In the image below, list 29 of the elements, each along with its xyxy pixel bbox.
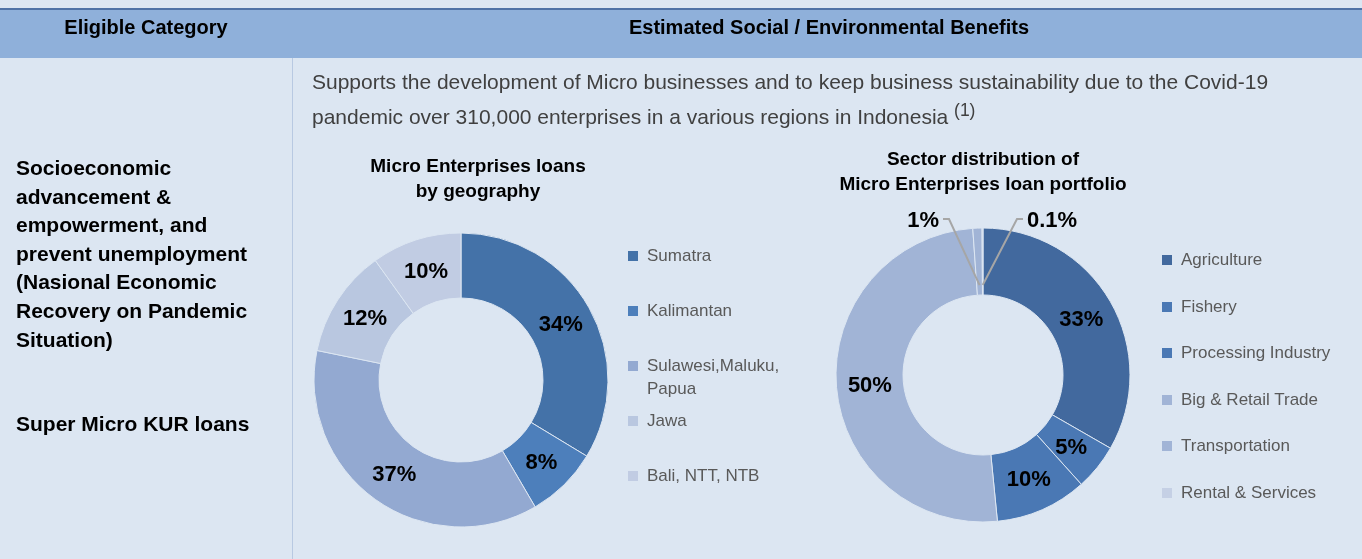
data-label: 1% (907, 206, 939, 232)
text: Eligible Category (63, 16, 229, 39)
data-label: 37% (372, 460, 417, 486)
legend-label: Big & Retail Trade (1181, 388, 1319, 411)
legend-label: Jawa (647, 410, 687, 432)
data-label: 12% (342, 305, 387, 331)
legend-label: Bali, NTT, NTB (647, 465, 760, 487)
data-label: 8% (525, 449, 558, 475)
legend-label: Rental & Services (1181, 481, 1317, 504)
legend-label: Kalimantan (647, 300, 733, 322)
data-label: 34% (538, 311, 583, 337)
legend-label: Agriculture (1181, 249, 1263, 271)
data-label: 10% (1006, 466, 1051, 492)
data-label: 5% (1055, 433, 1088, 459)
legend-label: Sumatra (647, 245, 712, 267)
chart-title: Micro Enterprises loans by geography (369, 154, 587, 203)
data-label: 50% (847, 372, 892, 398)
data-label: 33% (1059, 305, 1104, 331)
text: Socioeconomic advancement & empowerment, and prevent unemployment (Nasional Economic Recovery on Pandemic Situation) (16, 155, 249, 353)
text: Super Micro KUR loans (16, 412, 251, 436)
text: Estimated Social / Environmental Benefits (627, 16, 1031, 39)
data-label: 0.1% (1027, 206, 1078, 232)
legend-label: Processing Industry (1181, 342, 1331, 364)
data-label: 10% (403, 258, 448, 284)
text: Supports the development of Micro businesses and to keep business sustainability due to the Covid-19 pandemic over 310,000 enterprises in a various regions in Indonesia $^{(1)}$ (312, 69, 1270, 130)
legend-label: Sulawesi,Maluku, Papua (647, 355, 781, 400)
chart-title: Sector distribution of Micro Enterprises loan portfolio (838, 147, 1128, 196)
legend-label: Transportation (1181, 435, 1290, 457)
legend-label: Fishery (1181, 295, 1237, 318)
